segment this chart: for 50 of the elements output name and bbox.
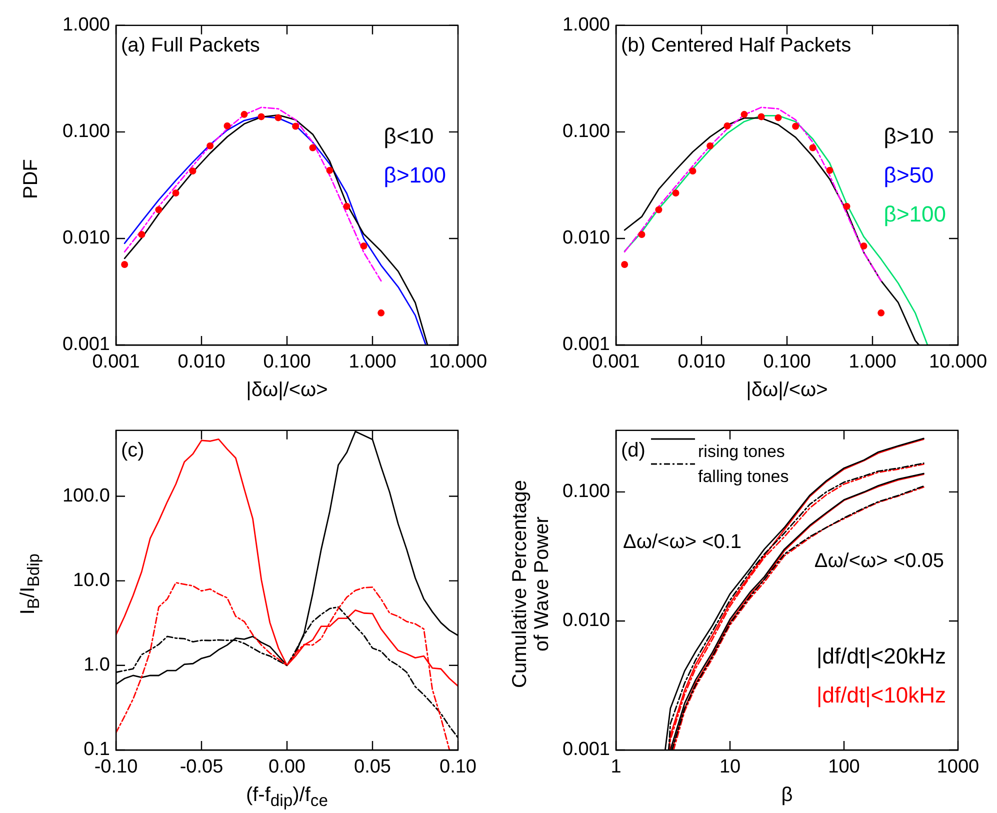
annotation: Δω/<ω> <0.05 (814, 550, 944, 572)
x-tick-label: 0.10 (440, 756, 476, 778)
x-tick-label: 1000 (936, 756, 980, 778)
x-tick-label: 1.000 (848, 352, 896, 373)
x-tick-label: 10.000 (928, 352, 988, 373)
series-label: β>100 (384, 162, 446, 188)
x-axis-title: (f-f$_{dip}$)/f$_{ce}$ (246, 784, 328, 810)
y-tick-label: 0.010 (562, 610, 610, 632)
x-tick-label: 0.100 (763, 352, 811, 373)
y-tick-label: 100.0 (62, 485, 110, 506)
y-tick-label: 10.0 (73, 570, 110, 592)
x-tick-label: 0.00 (268, 756, 306, 778)
x-axis-title: β (781, 784, 793, 806)
x-tick-label: 0.100 (263, 352, 311, 373)
y-axis-title: Cumulative Percentage of Wave Power (509, 480, 553, 688)
y-tick-label: 1.000 (562, 14, 610, 36)
x-axis-title: |δω|/<ω> (246, 379, 328, 401)
series-label: β>100 (884, 201, 946, 226)
annotation: Δω/<ω> <0.1 (623, 530, 742, 553)
legend-label: β>50 (884, 162, 934, 188)
x-tick-label: 10 (719, 756, 741, 778)
chart-title: (b) Centered Half Packets (621, 34, 852, 56)
x-axis-title: |δω|/<ω> (746, 379, 828, 401)
annotation: rising tones (698, 442, 785, 462)
legend-label: β<10 (384, 123, 434, 148)
y-tick-label: 1.0 (84, 654, 110, 676)
y-tick-label: 0.100 (62, 121, 110, 142)
legend-label: |df/dt|<20kHz (816, 643, 946, 668)
x-tick-label: 10.000 (428, 352, 488, 373)
x-tick-label: 100 (828, 756, 860, 778)
chart-title: (a) Full Packets (121, 34, 260, 56)
y-tick-label: 0.100 (562, 481, 610, 502)
annotation: falling tones (698, 467, 789, 486)
x-tick-label: 1 (610, 756, 622, 778)
x-tick-label: -0.05 (180, 756, 224, 778)
y-tick-label: 0.010 (62, 228, 110, 249)
x-tick-label: 1.000 (348, 352, 396, 373)
legend-label: β>10 (884, 123, 934, 148)
x-tick-label: 0.010 (678, 352, 726, 373)
text: |df/dt|<10kHz (816, 682, 946, 708)
y-tick-label: 0.001 (562, 739, 610, 760)
y-tick-label: 0.100 (562, 121, 610, 142)
y-axis-title: PDF (20, 158, 42, 198)
chart-title: (d) (621, 439, 646, 462)
y-tick-label: 0.001 (62, 334, 110, 356)
text: (c) (121, 439, 144, 462)
y-tick-label: 1.000 (62, 14, 110, 36)
y-tick-label: 0.010 (562, 228, 610, 249)
x-tick-label: 0.05 (354, 756, 391, 778)
x-tick-label: 0.010 (178, 352, 226, 373)
